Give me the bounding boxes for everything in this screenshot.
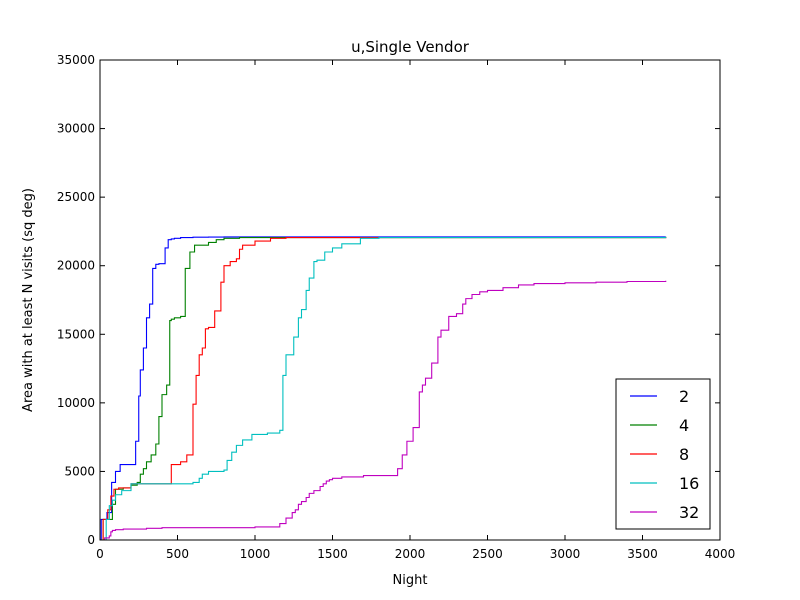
series-layer bbox=[100, 236, 667, 541]
series-line-8 bbox=[100, 236, 667, 541]
series-line-32 bbox=[100, 280, 667, 541]
x-tick-label: 2500 bbox=[472, 547, 503, 561]
x-tick-label: 2000 bbox=[395, 547, 426, 561]
series-line-2 bbox=[100, 236, 666, 541]
series-line-16 bbox=[100, 236, 667, 541]
series-line-4 bbox=[100, 236, 667, 541]
x-axis-label: Night bbox=[393, 573, 428, 588]
legend-label-2: 2 bbox=[679, 387, 689, 406]
y-ticks: 0 5000 10000 15000 20000 25000 30000 35000 bbox=[57, 53, 720, 547]
x-tick-label: 1500 bbox=[317, 547, 348, 561]
legend-label-16: 16 bbox=[679, 474, 699, 493]
legend-label-32: 32 bbox=[679, 503, 699, 522]
x-tick-label: 1000 bbox=[240, 547, 271, 561]
y-tick-label: 15000 bbox=[57, 327, 95, 341]
y-tick-label: 20000 bbox=[57, 259, 95, 273]
x-ticks: 0 500 1000 1500 2000 2500 3000 3500 4000 bbox=[96, 60, 735, 561]
x-tick-label: 0 bbox=[96, 547, 104, 561]
x-tick-label: 4000 bbox=[705, 547, 736, 561]
y-tick-label: 10000 bbox=[57, 396, 95, 410]
legend-label-8: 8 bbox=[679, 445, 689, 464]
y-tick-label: 0 bbox=[87, 533, 95, 547]
x-tick-label: 3000 bbox=[550, 547, 581, 561]
plot-area: 0 500 1000 1500 2000 2500 3000 3500 4000 0 5000 10… bbox=[57, 53, 735, 561]
legend: 2 4 8 16 32 bbox=[615, 378, 711, 530]
legend-label-4: 4 bbox=[679, 416, 689, 435]
y-tick-label: 35000 bbox=[57, 53, 95, 67]
x-tick-label: 3500 bbox=[627, 547, 658, 561]
chart-title: u,Single Vendor bbox=[351, 38, 470, 56]
y-tick-label: 5000 bbox=[64, 464, 95, 478]
y-axis-label: Area with at least N visits (sq deg) bbox=[21, 188, 36, 412]
y-tick-label: 30000 bbox=[57, 122, 95, 136]
x-tick-label: 500 bbox=[166, 547, 189, 561]
y-tick-label: 25000 bbox=[57, 190, 95, 204]
